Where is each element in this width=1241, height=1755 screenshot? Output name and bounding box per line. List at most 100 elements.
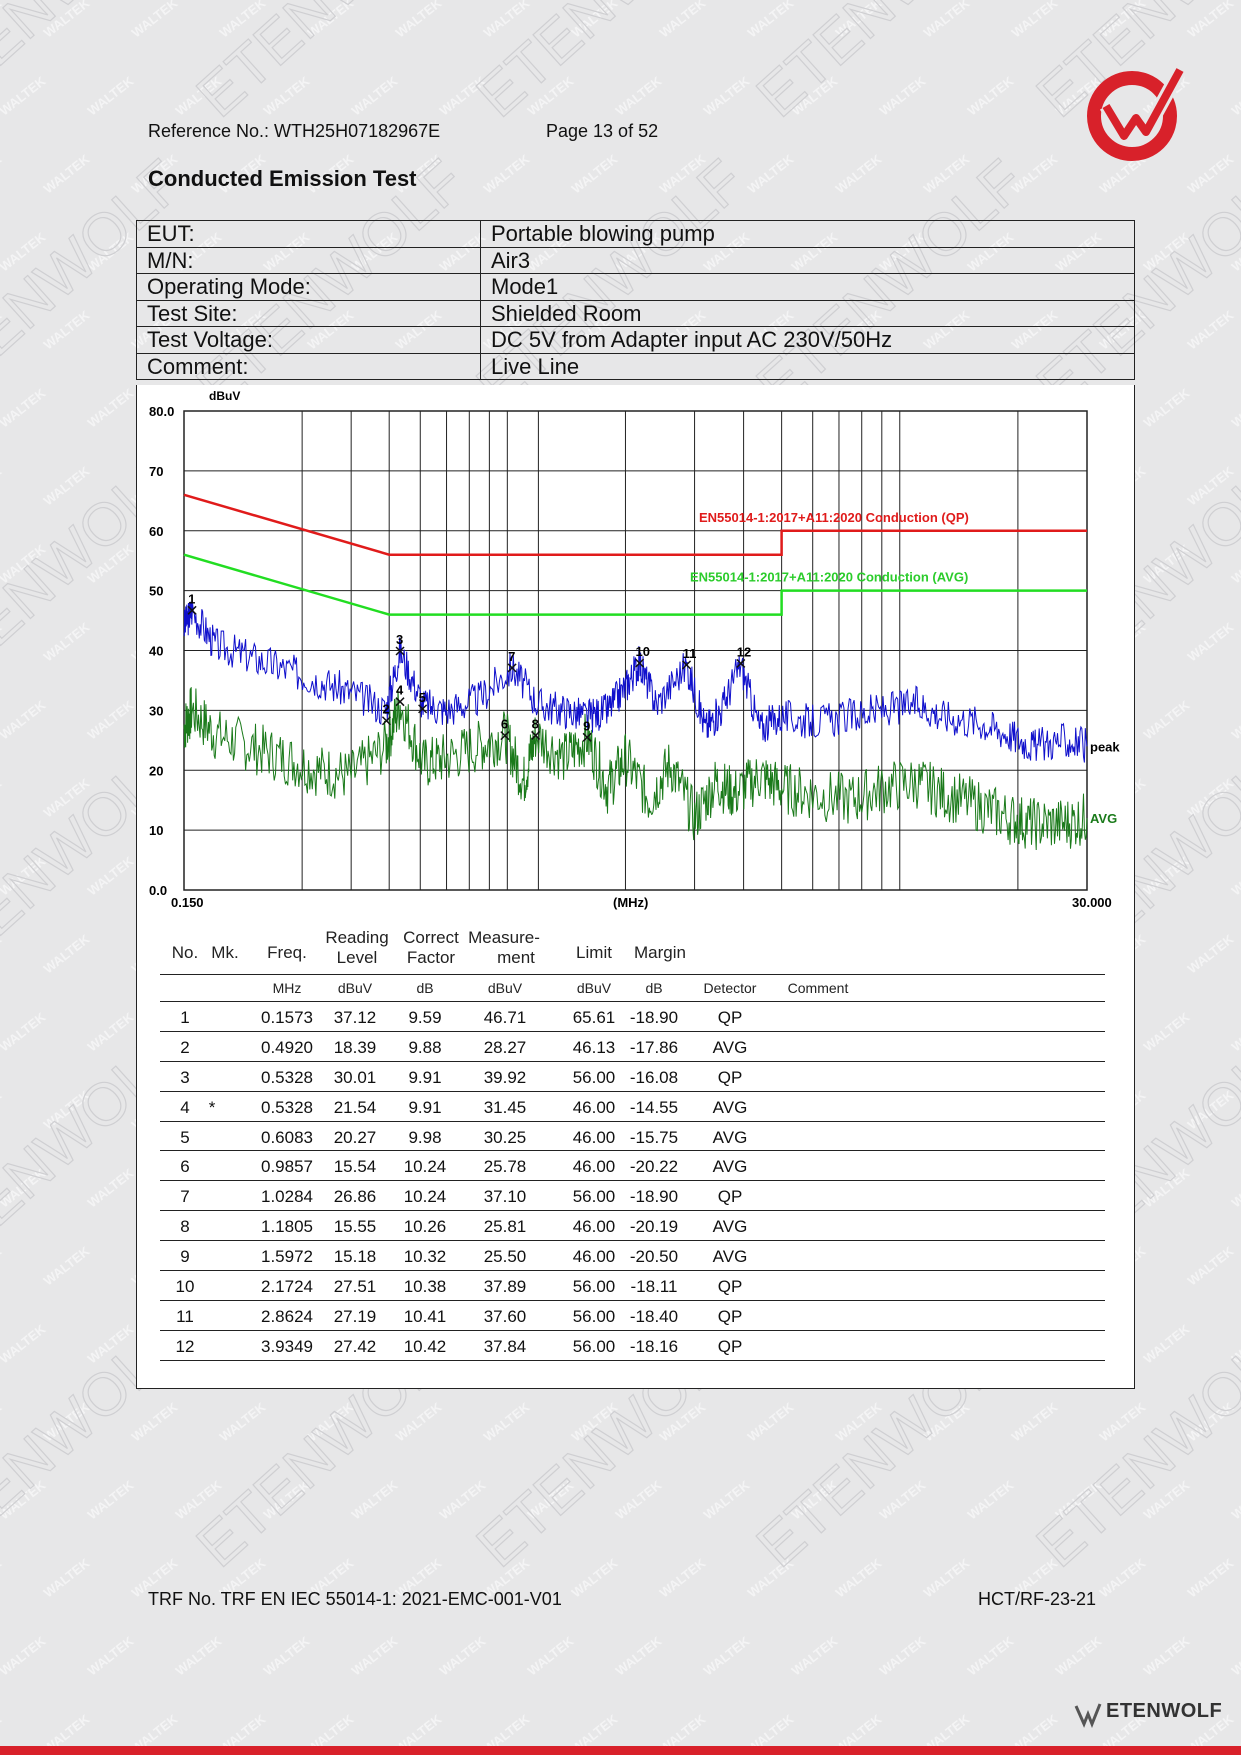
watermark-small: WALTEK — [1185, 151, 1237, 196]
watermark-small: WALTEK — [657, 0, 709, 40]
marker-label: 7 — [508, 649, 515, 664]
series-avg-limit — [183, 553, 1087, 616]
info-row: EUT: Portable blowing pump — [136, 220, 1135, 248]
legend-peak: peak — [1090, 739, 1120, 754]
watermark-small: WALTEK — [921, 151, 973, 196]
cell-factor: 10.26 — [403, 1217, 447, 1237]
table-row: 2 0.4920 18.39 9.88 28.27 46.13 -17.86 AVG — [160, 1032, 1105, 1062]
table-row: 6 0.9857 15.54 10.24 25.78 46.00 -20.22 AVG — [160, 1151, 1105, 1182]
header-correct-2: Factor — [406, 948, 456, 967]
header-no: No. — [171, 943, 199, 962]
marker-point: 8 — [531, 716, 541, 740]
cell-no: 8 — [180, 1217, 190, 1237]
cell-detector: AVG — [712, 1127, 748, 1147]
watermark-small: WALTEK — [1229, 1633, 1241, 1678]
cell-no: 12 — [175, 1336, 195, 1356]
watermark-small: WALTEK — [437, 1633, 489, 1678]
watermark-small: WALTEK — [613, 1633, 665, 1678]
watermark-small: WALTEK — [0, 775, 5, 820]
header-correct-1: Correct — [403, 928, 459, 947]
cell-factor: 9.91 — [408, 1067, 442, 1087]
watermark-small: WALTEK — [1097, 1555, 1149, 1600]
watermark-small: WALTEK — [569, 0, 621, 40]
cell-freq: 2.8624 — [261, 1306, 313, 1326]
cell-no: 11 — [176, 1306, 194, 1326]
y-tick-label: 50 — [149, 584, 163, 599]
watermark-small: WALTEK — [1185, 0, 1237, 40]
watermark-small: WALTEK — [833, 0, 885, 40]
watermark-small: WALTEK — [1097, 1399, 1149, 1444]
cell-reading: 26.86 — [333, 1187, 377, 1207]
watermark-large: ETENWOLF — [184, 0, 477, 130]
cell-freq: 3.9349 — [261, 1336, 313, 1356]
watermark-small: WALTEK — [1185, 1243, 1237, 1288]
cell-factor: 10.24 — [403, 1157, 447, 1177]
watermark-small: WALTEK — [85, 1321, 137, 1366]
legend-avg: AVG — [1090, 811, 1117, 826]
info-value: Portable blowing pump — [480, 220, 1135, 248]
marker-point: 5 — [418, 690, 428, 714]
footer-trf: TRF No. TRF EN IEC 55014-1: 2021-EMC-001… — [148, 1589, 562, 1609]
watermark-small: WALTEK — [1141, 385, 1193, 430]
cell-measure: 37.10 — [483, 1187, 527, 1207]
cell-margin: -20.22 — [629, 1157, 679, 1177]
cell-reading: 21.54 — [333, 1097, 377, 1117]
unit-correct: dB — [416, 980, 434, 996]
footer-hct: HCT/RF-23-21 — [978, 1589, 1097, 1609]
watermark-small: WALTEK — [305, 0, 357, 40]
unit-margin: dB — [645, 980, 663, 996]
watermark-small: WALTEK — [129, 1399, 181, 1444]
header-reading-1: Reading — [325, 928, 389, 947]
y-tick-label: 60 — [149, 524, 163, 539]
watermark-small: WALTEK — [1185, 619, 1237, 664]
watermark-small: WALTEK — [1141, 1477, 1193, 1522]
watermark-small: WALTEK — [1141, 1633, 1193, 1678]
marker-point: 10 — [635, 644, 650, 668]
marker-cross — [531, 730, 541, 740]
watermark-small: WALTEK — [1185, 463, 1237, 508]
results-header: No. Mk. Freq. Reading Level Correct Fact… — [160, 922, 1105, 974]
header-freq: Freq. — [267, 943, 307, 962]
y-tick-label: 20 — [149, 763, 163, 778]
watermark-small: WALTEK — [0, 1087, 5, 1132]
watermark-small: WALTEK — [1185, 1555, 1237, 1600]
cell-freq: 0.6083 — [261, 1127, 313, 1147]
marker-cross — [418, 704, 428, 714]
watermark-small: WALTEK — [0, 73, 49, 118]
cell-detector: QP — [717, 1187, 743, 1207]
cell-margin: -20.19 — [629, 1217, 679, 1237]
cell-freq: 0.1573 — [261, 1008, 313, 1027]
marker-point: 1 — [187, 591, 197, 615]
cell-limit: 56.00 — [572, 1067, 616, 1087]
y-tick-label: 30 — [149, 703, 163, 718]
cell-reading: 18.39 — [333, 1037, 377, 1057]
watermark-small: WALTEK — [657, 151, 709, 196]
marker-cross — [395, 697, 405, 707]
table-row: 9 1.5972 15.18 10.32 25.50 46.00 -20.50 AVG — [160, 1241, 1105, 1272]
cell-detector: QP — [717, 1306, 743, 1326]
watermark-small: WALTEK — [1229, 853, 1241, 898]
header-margin: Margin — [634, 943, 686, 962]
unit-limit: dBuV — [576, 980, 612, 996]
marker-label: 4 — [396, 683, 404, 698]
table-row: 11 2.8624 27.19 10.41 37.60 56.00 -18.40 QP — [160, 1301, 1105, 1331]
watermark-small: WALTEK — [41, 463, 93, 508]
cell-limit: 56.00 — [572, 1187, 616, 1207]
cell-margin: -20.50 — [629, 1247, 679, 1267]
watermark-small: WALTEK — [481, 151, 533, 196]
watermark-small: WALTEK — [0, 619, 5, 664]
cell-no: 5 — [180, 1127, 190, 1147]
series-peak-trace — [183, 601, 1088, 763]
watermark-small: WALTEK — [85, 385, 137, 430]
y-tick-label: 70 — [149, 464, 163, 479]
cell-factor: 10.42 — [403, 1336, 447, 1356]
etenwolf-logo-icon — [1074, 1703, 1102, 1728]
marker-cross — [381, 716, 391, 726]
watermark-small: WALTEK — [1141, 229, 1193, 274]
table-row: 8 1.1805 15.55 10.26 25.81 46.00 -20.19 AVG — [160, 1211, 1105, 1242]
watermark-small: WALTEK — [217, 0, 269, 40]
watermark-small: WALTEK — [41, 1555, 93, 1600]
info-row: Test Voltage: DC 5V from Adapter input AC… — [136, 326, 1135, 354]
watermark-small: WALTEK — [0, 931, 5, 976]
page-number: Page 13 of 52 — [546, 121, 659, 141]
